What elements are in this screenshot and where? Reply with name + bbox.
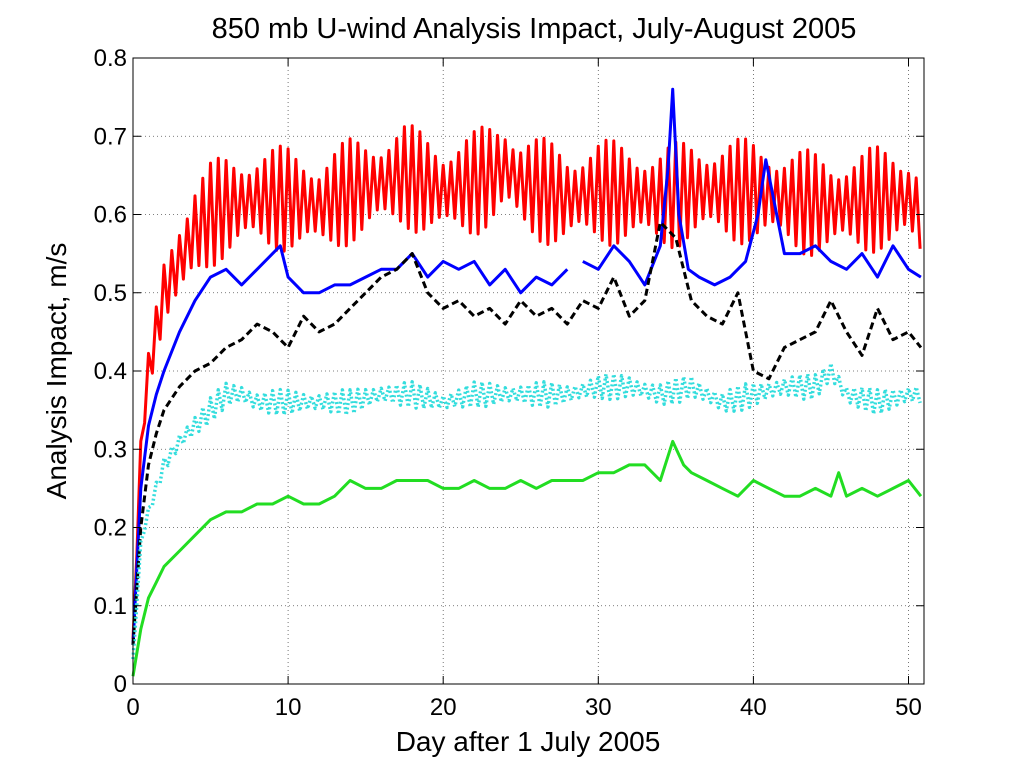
x-tick-label: 20 xyxy=(430,694,457,721)
x-tick-label: 50 xyxy=(895,694,922,721)
x-tick-label: 40 xyxy=(740,694,767,721)
x-axis-label: Day after 1 July 2005 xyxy=(396,726,661,757)
x-tick-label: 10 xyxy=(275,694,302,721)
y-tick-label: 0.2 xyxy=(94,515,127,542)
series-line-1 xyxy=(131,124,922,640)
series-line-3 xyxy=(131,220,923,645)
series-line-4 xyxy=(131,361,922,660)
tick-labels: 0 10 20 30 40 50 0 0.1 0.2 0.3 0.4 0.5 0.6 0.7 0.8 xyxy=(94,45,922,721)
y-tick-label: 0.4 xyxy=(94,358,127,385)
y-tick-label: 0.1 xyxy=(94,593,127,620)
y-tick-label: 0.7 xyxy=(94,123,127,150)
x-tick-label: 30 xyxy=(585,694,612,721)
y-tick-label: 0 xyxy=(114,671,127,698)
y-axis-label: Analysis Impact, m/s xyxy=(41,243,72,500)
ticks xyxy=(132,57,924,685)
chart-title: 850 mb U-wind Analysis Impact, July-Augu… xyxy=(212,13,857,45)
y-tick-label: 0.8 xyxy=(94,45,127,72)
y-tick-label: 0.3 xyxy=(94,436,127,463)
x-tick-label: 0 xyxy=(126,694,139,721)
series-line-5 xyxy=(131,439,923,677)
series-line-2 xyxy=(131,244,569,645)
y-tick-label: 0.5 xyxy=(94,280,127,307)
y-tick-label: 0.6 xyxy=(94,202,127,229)
series-layer xyxy=(131,87,923,677)
